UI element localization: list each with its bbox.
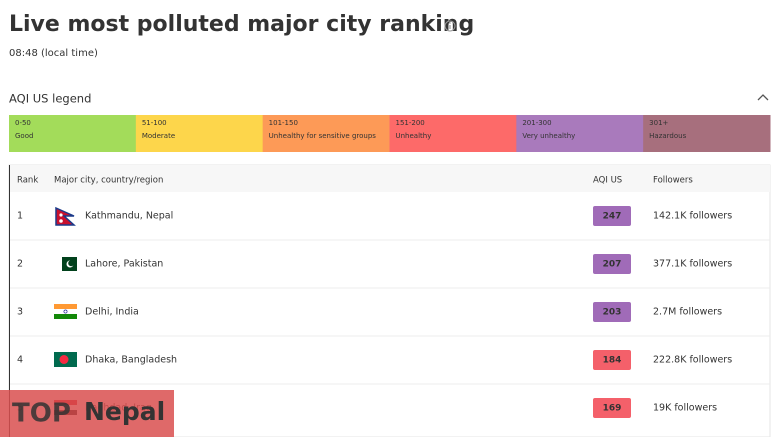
column-header: Major city, country/region xyxy=(54,176,163,186)
legend-range: 301+ xyxy=(649,119,668,127)
legend-band xyxy=(262,115,390,152)
info-icon[interactable] xyxy=(444,20,456,32)
column-header: AQI US xyxy=(593,176,622,186)
page-title: Live most polluted major city ranking xyxy=(9,12,474,37)
aqi-value: 169 xyxy=(603,404,622,414)
info-dot xyxy=(449,22,451,24)
aqi-badge xyxy=(593,302,631,322)
legend-band xyxy=(643,115,771,152)
aqi-badge xyxy=(593,350,631,370)
legend-band xyxy=(516,115,644,152)
legend-range: 101-150 xyxy=(269,119,298,127)
legend-label: Hazardous xyxy=(649,132,686,140)
legend-range: 151-200 xyxy=(396,119,425,127)
aqi-badge xyxy=(593,254,631,274)
followers: 377.1K followers xyxy=(653,259,732,270)
followers: 19K followers xyxy=(653,403,717,414)
legend-bar: 0-50 Good 51-100 Moderate 101-150 Unhealthy f… xyxy=(9,115,771,152)
flag-nepal xyxy=(55,206,76,226)
aqi-badge xyxy=(593,398,631,418)
legend-band xyxy=(135,115,264,152)
aqi-value: 203 xyxy=(603,308,622,318)
info-circle xyxy=(444,20,456,32)
watermark-name: Nepal xyxy=(84,397,165,426)
legend-label: Very unhealthy xyxy=(522,132,575,140)
watermark: TOP Nepal xyxy=(0,390,174,437)
column-header: Followers xyxy=(653,176,693,186)
legend-band xyxy=(389,115,517,152)
table-header xyxy=(9,165,770,192)
city-name: Dhaka, Bangladesh xyxy=(85,355,177,366)
city-name: Lahore, Pakistan xyxy=(85,259,163,270)
flag-bangladesh xyxy=(54,352,77,367)
city-name: Delhi, India xyxy=(85,307,139,318)
followers: 2.7M followers xyxy=(653,307,722,318)
followers: 142.1K followers xyxy=(653,211,732,222)
legend-label: Good xyxy=(15,132,33,140)
rank: 3 xyxy=(17,307,23,318)
watermark-bg xyxy=(0,390,174,437)
legend-band xyxy=(9,115,137,152)
aqi-value: 247 xyxy=(603,212,622,222)
flag-pakistan xyxy=(58,257,77,271)
legend-label: Moderate xyxy=(142,132,175,140)
collapse-chevron[interactable] xyxy=(757,94,769,101)
legend-title: AQI US legend xyxy=(9,92,91,106)
city-name: Kathmandu, Nepal xyxy=(85,211,173,222)
aqi-value: 184 xyxy=(603,356,622,366)
legend-range: 51-100 xyxy=(142,119,167,127)
rank: 1 xyxy=(17,211,23,222)
legend-range: 0-50 xyxy=(15,119,31,127)
followers: 222.8K followers xyxy=(653,355,732,366)
legend-label: Unhealthy xyxy=(396,132,432,140)
legend-range: 201-300 xyxy=(522,119,551,127)
local-time: 08:48 (local time) xyxy=(9,48,98,59)
column-header: Rank xyxy=(17,176,38,186)
rank: 2 xyxy=(17,259,23,270)
aqi-badge xyxy=(593,206,631,226)
rank: 4 xyxy=(17,355,23,366)
flag-india xyxy=(54,304,77,319)
legend-label: Unhealthy for sensitive groups xyxy=(269,132,377,140)
watermark-brand: TOP xyxy=(12,399,71,429)
aqi-value: 207 xyxy=(603,260,622,270)
